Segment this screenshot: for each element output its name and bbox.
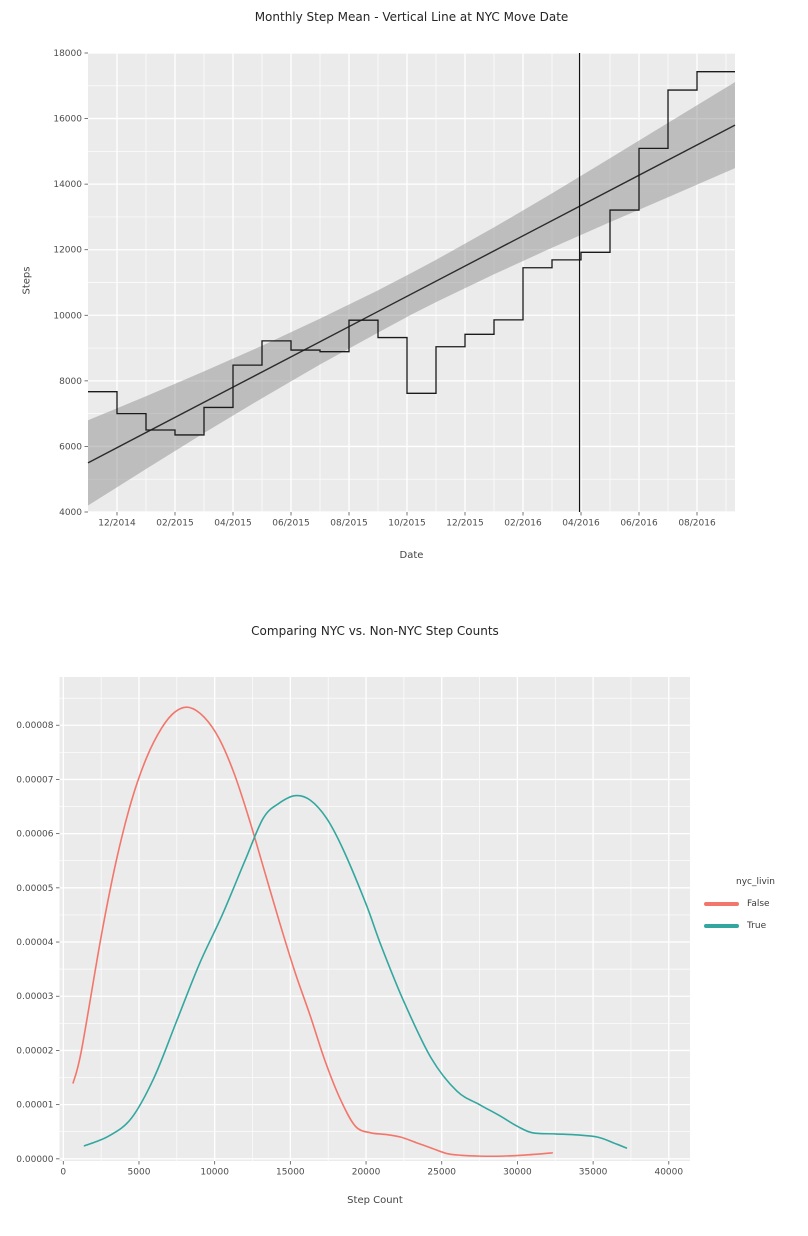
y-tick-label: 8000: [59, 377, 82, 387]
plot-background: [59, 677, 690, 1161]
y-tick-label: 10000: [53, 311, 82, 321]
y-tick-label: 4000: [59, 508, 82, 518]
bottom-chart-title: Comparing NYC vs. Non-NYC Step Counts: [251, 624, 499, 638]
true-series-swatch: [704, 924, 739, 928]
y-tick-label: 0.00007: [16, 775, 53, 785]
x-tick-label: 04/2016: [562, 519, 600, 529]
top-chart-title: Monthly Step Mean - Vertical Line at NYC…: [254, 10, 569, 24]
top-figure: Monthly Step Mean - Vertical Line at NYC…: [0, 0, 808, 600]
x-tick-label: 12/2014: [98, 519, 136, 529]
y-tick-label: 0.00006: [16, 830, 53, 840]
x-tick-label: 12/2015: [446, 519, 483, 529]
x-tick-label: 35000: [579, 1168, 608, 1178]
kde-curve-true: [83, 794, 628, 1149]
step-series-line: [88, 71, 735, 436]
y-tick-label: 0.00005: [16, 884, 53, 894]
false-series-swatch: [704, 902, 739, 906]
top-xaxis-label: Date: [399, 550, 424, 561]
y-tick-label: 16000: [53, 115, 82, 125]
y-tick-label: 18000: [53, 49, 82, 59]
bottom-xaxis-label: Step Count: [347, 1195, 403, 1206]
y-tick-label: 0.00008: [16, 721, 53, 731]
legend-item-false-label: False: [747, 899, 770, 909]
y-tick-label: 0.00002: [16, 1046, 53, 1056]
legend-item-false: False: [704, 893, 775, 915]
bottom-chart-plot: 0 5000 10000 15000 20000 25000 30000 35000 40000…: [16, 677, 690, 1178]
legend-item-true: True: [704, 915, 775, 937]
y-tick-label: 0.00004: [16, 938, 53, 948]
trend-line: [87, 124, 736, 464]
top-chart-plot: 12/2014 02/2015 04/2015 06/2015 08/2015 10/20…: [53, 49, 736, 529]
x-tick-label: 06/2015: [272, 519, 309, 529]
x-tick-label: 0: [60, 1168, 66, 1178]
kde-legend: nyc_livin False True: [704, 877, 775, 937]
y-tick-label: 0.00000: [16, 1155, 53, 1165]
x-tick-label: 20000: [352, 1168, 381, 1178]
x-tick-label: 02/2016: [504, 519, 542, 529]
x-tick-label: 5000: [128, 1168, 151, 1178]
x-tick-label: 06/2016: [620, 519, 658, 529]
x-tick-label: 08/2015: [330, 519, 367, 529]
y-tick-label: 6000: [59, 442, 82, 452]
x-tick-label: 15000: [276, 1168, 305, 1178]
legend-title: nyc_livin: [736, 877, 776, 887]
kde-curve-false: [72, 706, 554, 1158]
x-tick-label: 08/2016: [678, 519, 716, 529]
y-tick-label: 12000: [53, 246, 82, 256]
x-tick-label: 04/2015: [214, 519, 251, 529]
x-tick-label: 10000: [200, 1168, 229, 1178]
top-yaxis-label: Steps: [21, 266, 33, 295]
bottom-figure: Comparing NYC vs. Non-NYC Step Counts 0 5…: [0, 600, 808, 1236]
legend-item-true-label: True: [747, 921, 767, 931]
x-tick-label: 10/2015: [388, 519, 425, 529]
y-tick-label: 0.00001: [16, 1101, 53, 1111]
x-tick-label: 30000: [503, 1168, 532, 1178]
x-tick-label: 40000: [654, 1168, 683, 1178]
x-tick-label: 02/2015: [156, 519, 193, 529]
y-tick-label: 14000: [53, 180, 82, 190]
y-tick-label: 0.00003: [16, 992, 53, 1002]
x-tick-label: 25000: [427, 1168, 456, 1178]
